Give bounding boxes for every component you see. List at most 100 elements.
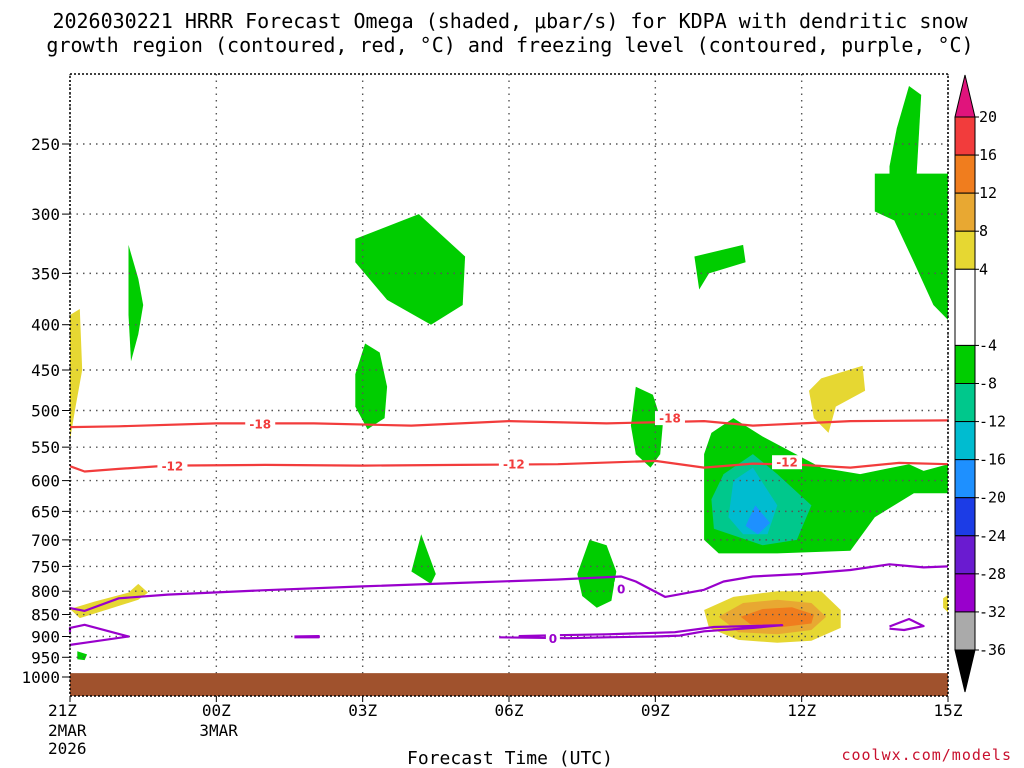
omega-shading bbox=[70, 86, 948, 661]
colorbar-bin bbox=[954, 192, 976, 232]
y-axis-ticks: 250 300 350 400 450 500 550 600 650 700 750 800 850 9… bbox=[21, 135, 70, 687]
temperature-contour-label-bg bbox=[772, 455, 803, 470]
omega-region-up-green-i bbox=[889, 86, 922, 188]
colorbar-bottom-arrow bbox=[954, 649, 976, 693]
colorbar-label: -32 bbox=[979, 603, 1006, 621]
x-tick-label: 21Z bbox=[48, 701, 77, 720]
colorbar-bin bbox=[954, 497, 976, 537]
y-tick-label: 600 bbox=[31, 472, 60, 491]
colorbar-bin bbox=[954, 154, 976, 194]
plot-area: -18 -18 -12 -12 -12 0 0 bbox=[68, 73, 949, 697]
ground-fill bbox=[70, 673, 948, 696]
temperature-contour-label-bg bbox=[157, 459, 188, 474]
colorbar-label: 16 bbox=[979, 146, 997, 164]
omega-region-up-green-h bbox=[694, 244, 746, 290]
colorbar-label: -20 bbox=[979, 489, 1006, 507]
omega-region-up-green-c bbox=[355, 214, 466, 325]
y-tick-label: 350 bbox=[31, 264, 60, 283]
omega-region-up-green-e bbox=[411, 534, 436, 584]
colorbar-label: -24 bbox=[979, 527, 1006, 545]
contour-lines: -18 -18 -12 -12 -12 0 0 bbox=[68, 411, 949, 646]
colorbar-bin bbox=[954, 383, 976, 423]
omega-region-upward-w1 bbox=[70, 309, 83, 441]
omega-region-up-green-j bbox=[874, 173, 948, 320]
colorbar-label: 20 bbox=[979, 108, 997, 126]
omega-region-down-orange bbox=[740, 607, 814, 627]
y-tick-label: 750 bbox=[31, 557, 60, 576]
plot-frame bbox=[69, 73, 949, 697]
colorbar-label: 12 bbox=[979, 184, 997, 202]
temperature-contour-label-bg bbox=[245, 417, 276, 432]
temperature-contour-label: -18 bbox=[659, 412, 681, 426]
omega-region-up-green-a bbox=[128, 244, 144, 362]
colorbar-label: -16 bbox=[979, 451, 1006, 469]
freezing-level-contour-2 bbox=[294, 634, 320, 639]
x-tick-label: 09Z bbox=[641, 701, 670, 720]
y-tick-label: 950 bbox=[31, 648, 60, 667]
y-tick-label: 250 bbox=[31, 135, 60, 154]
omega-region-up-green-g bbox=[577, 539, 617, 608]
temperature-contour-label: -12 bbox=[162, 460, 184, 474]
temperature-contour-label-bg bbox=[654, 411, 685, 426]
omega-region-up-green-d bbox=[355, 343, 388, 430]
temperature-contour-0 bbox=[69, 419, 949, 429]
x-tick-label: 15Z bbox=[934, 701, 963, 720]
omega-region-up-green-b bbox=[77, 651, 88, 661]
temperature-contour-label: -12 bbox=[503, 458, 525, 472]
colorbar-label: -28 bbox=[979, 565, 1006, 583]
y-tick-label: 300 bbox=[31, 205, 60, 224]
y-tick-label: 550 bbox=[31, 438, 60, 457]
freezing-level-contour-label-bg bbox=[614, 581, 629, 596]
temperature-contour-label: -18 bbox=[249, 418, 271, 432]
omega-region-down-yellow-r bbox=[943, 595, 948, 613]
temperature-contour-1 bbox=[69, 459, 949, 473]
colorbar-bin bbox=[954, 535, 976, 575]
colorbar-bin bbox=[954, 573, 976, 613]
colorbar-bin bbox=[954, 116, 976, 156]
colorbar-bin bbox=[954, 611, 976, 651]
freezing-level-contour-label: 0 bbox=[617, 582, 625, 596]
x-tick-label: 03Z bbox=[348, 701, 377, 720]
y-tick-label: 800 bbox=[31, 582, 60, 601]
freezing-level-contour-0 bbox=[69, 563, 949, 613]
freezing-level-contour-3 bbox=[499, 624, 784, 640]
temperature-contour-label-bg bbox=[498, 457, 529, 472]
colorbar-label: 4 bbox=[979, 260, 988, 278]
x-axis-label: Forecast Time (UTC) bbox=[407, 748, 613, 768]
colorbar-top-arrow bbox=[954, 74, 976, 118]
x-tick-label: 06Z bbox=[495, 701, 524, 720]
y-tick-label: 900 bbox=[31, 627, 60, 646]
y-tick-label: 700 bbox=[31, 531, 60, 550]
y-tick-label: 1000 bbox=[21, 668, 60, 687]
x-tick-year: 2026 bbox=[48, 739, 87, 758]
colorbar-bin bbox=[954, 230, 976, 270]
y-tick-label: 400 bbox=[31, 316, 60, 335]
x-tick-label: 12Z bbox=[787, 701, 816, 720]
freezing-level-contour-4 bbox=[889, 617, 925, 632]
y-tick-label: 650 bbox=[31, 502, 60, 521]
colorbar-bin bbox=[954, 344, 976, 384]
omega-region-up-yellow-s bbox=[809, 365, 866, 433]
colorbar-label: -36 bbox=[979, 641, 1006, 659]
chart-title-line2: growth region (contoured, red, °C) and f… bbox=[46, 33, 973, 57]
y-tick-label: 500 bbox=[31, 402, 60, 421]
y-tick-label: 850 bbox=[31, 606, 60, 625]
colorbar-label: -4 bbox=[979, 336, 997, 354]
omega-region-up-blue-1 bbox=[745, 505, 770, 535]
x-tick-date: 3MAR bbox=[199, 721, 238, 740]
colorbar-label: -8 bbox=[979, 375, 997, 393]
freezing-level-contour-label-bg bbox=[545, 631, 560, 646]
colorbar-label: -12 bbox=[979, 413, 1006, 431]
colorbar-bin bbox=[954, 421, 976, 461]
x-tick-label: 00Z bbox=[202, 701, 231, 720]
credit-text: coolwx.com/models bbox=[841, 746, 1012, 764]
x-tick-date: 2MAR bbox=[48, 721, 87, 740]
y-tick-label: 450 bbox=[31, 361, 60, 380]
colorbar-bin bbox=[954, 459, 976, 499]
chart-title-line1: 2026030221 HRRR Forecast Omega (shaded, … bbox=[52, 9, 968, 33]
colorbar-label: 8 bbox=[979, 222, 988, 240]
colorbar: 20 16 12 8 4 -4 -8 -12 -16 -20 -24 -28 -32 -36 bbox=[954, 74, 1006, 693]
colorbar-bin bbox=[954, 268, 976, 346]
